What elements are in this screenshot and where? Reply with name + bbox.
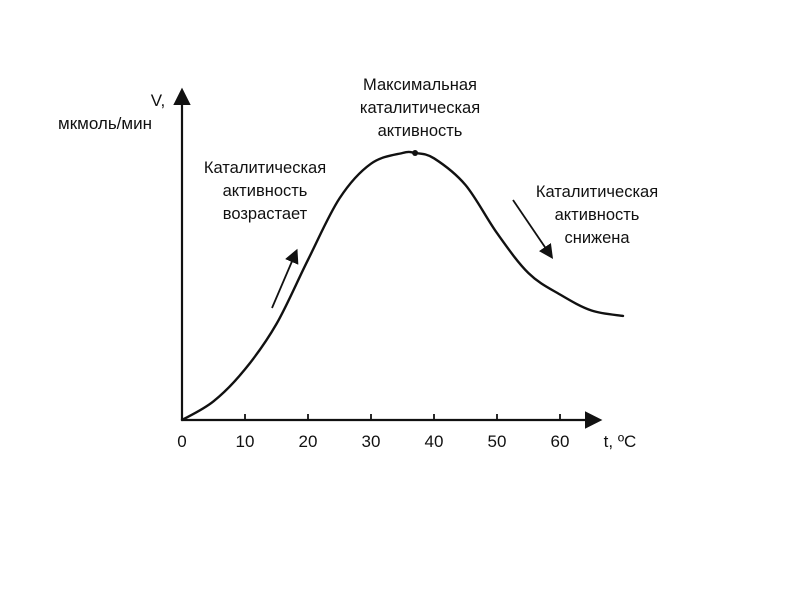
annotation-increase-line2: активность bbox=[223, 182, 308, 200]
annotation-decrease-line2: активность bbox=[555, 206, 640, 224]
annotation-maximum: Максимальная каталитическая активность bbox=[360, 76, 480, 156]
y-axis-label-line2: мкмоль/мин bbox=[58, 114, 152, 133]
arrow-decrease bbox=[512, 199, 554, 259]
x-tick-label-30: 30 bbox=[362, 432, 381, 451]
annotation-decrease-line3: снижена bbox=[564, 229, 630, 247]
x-tick-label-50: 50 bbox=[488, 432, 507, 451]
annotation-increase-line3: возрастает bbox=[223, 205, 308, 223]
x-tick-label-60: 60 bbox=[551, 432, 570, 451]
x-tick-label-0: 0 bbox=[177, 432, 186, 451]
x-ticks bbox=[244, 414, 561, 420]
maximum-point-marker bbox=[412, 150, 419, 156]
arrow-increase bbox=[271, 248, 299, 309]
annotation-decrease-line1: Каталитическая bbox=[536, 183, 658, 201]
activity-curve bbox=[180, 150, 625, 422]
x-tick-label-10: 10 bbox=[236, 432, 255, 451]
annotation-maximum-line2: каталитическая bbox=[360, 99, 480, 117]
annotation-maximum-line1: Максимальная bbox=[363, 76, 477, 94]
x-tick-label-20: 20 bbox=[299, 432, 318, 451]
annotation-maximum-line3: активность bbox=[378, 122, 463, 140]
x-tick-labels: 0 10 20 30 40 50 60 bbox=[177, 432, 569, 451]
annotation-increase-line1: Каталитическая bbox=[204, 159, 326, 177]
annotation-increase: Каталитическая активность возрастает bbox=[204, 159, 326, 309]
x-tick-label-40: 40 bbox=[425, 432, 444, 451]
annotation-decrease: Каталитическая активность снижена bbox=[512, 183, 658, 259]
x-axis-label: t, ºC bbox=[604, 432, 637, 451]
y-axis-label-line1: V, bbox=[151, 91, 166, 110]
